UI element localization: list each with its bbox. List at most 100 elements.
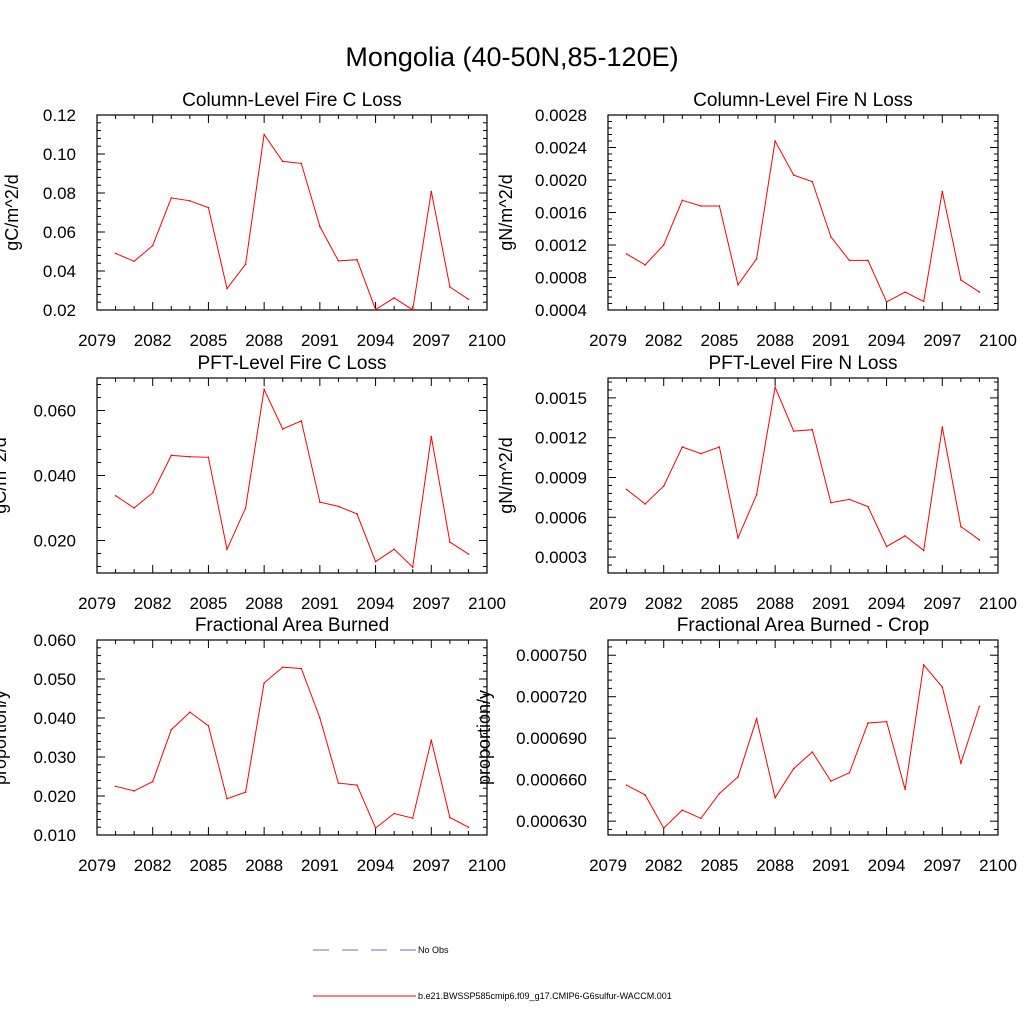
data-point — [189, 200, 191, 202]
data-point — [923, 664, 925, 666]
data-point — [282, 161, 284, 163]
data-point — [393, 548, 395, 550]
y-tick-label: 0.000690 — [516, 729, 587, 748]
data-point — [375, 309, 377, 311]
data-point — [737, 537, 739, 539]
series-line — [116, 667, 469, 828]
data-point — [626, 784, 628, 786]
data-point — [356, 513, 358, 515]
legend: No Obs b.e21.BWSSP585cmip6.f09_g17.CMIP6… — [313, 945, 672, 1001]
data-point — [152, 492, 154, 494]
y-tick-label: 0.020 — [33, 787, 76, 806]
y-tick-label: 0.010 — [33, 826, 76, 845]
data-point — [449, 541, 451, 543]
data-point — [133, 790, 135, 792]
data-point — [263, 389, 265, 391]
x-tick-label: 2094 — [357, 331, 395, 350]
data-point — [319, 226, 321, 228]
x-tick-label: 2097 — [923, 594, 961, 613]
series-line — [116, 135, 469, 310]
data-point — [979, 291, 981, 293]
data-point — [263, 682, 265, 684]
x-tick-label: 2079 — [78, 594, 116, 613]
data-point — [393, 813, 395, 815]
x-tick-label: 2082 — [134, 594, 172, 613]
y-axis-label: proportion/y — [474, 690, 494, 785]
x-tick-label: 2079 — [78, 856, 116, 875]
data-point — [941, 426, 943, 428]
data-point — [719, 446, 721, 448]
data-point — [681, 809, 683, 811]
y-tick-label: 0.000660 — [516, 771, 587, 790]
y-tick-label: 0.020 — [33, 532, 76, 551]
data-point — [793, 430, 795, 432]
data-point — [904, 535, 906, 537]
data-point — [867, 260, 869, 262]
y-tick-label: 0.060 — [33, 402, 76, 421]
data-point — [356, 259, 358, 261]
x-tick-label: 2091 — [812, 594, 850, 613]
panel-title: Fractional Area Burned — [195, 615, 389, 636]
y-tick-label: 0.0028 — [535, 106, 587, 125]
x-tick-label: 2085 — [190, 594, 228, 613]
data-point — [412, 817, 414, 819]
data-point — [263, 134, 265, 136]
x-tick-label: 2097 — [923, 856, 961, 875]
y-axis-label: gN/m^2/d — [496, 437, 516, 513]
x-tick-label: 2091 — [812, 856, 850, 875]
y-tick-label: 0.040 — [33, 467, 76, 486]
data-point — [849, 499, 851, 501]
data-point — [133, 260, 135, 262]
y-tick-label: 0.0003 — [535, 548, 587, 567]
x-tick-label: 2082 — [645, 594, 683, 613]
y-tick-label: 0.10 — [43, 145, 76, 164]
x-tick-label: 2091 — [301, 331, 339, 350]
panel-title: Column-Level Fire N Loss — [693, 90, 913, 111]
plot-frame — [97, 378, 487, 573]
chart-panel: PFT-Level Fire N Loss 2079 2082 2085 2088 209… — [496, 353, 1017, 613]
figure-title: Mongolia (40-50N,85-120E) — [345, 42, 678, 72]
data-point — [756, 718, 758, 720]
data-point — [644, 264, 646, 266]
data-point — [644, 503, 646, 505]
data-point — [719, 793, 721, 795]
data-point — [979, 539, 981, 541]
data-point — [319, 717, 321, 719]
y-tick-label: 0.12 — [43, 106, 76, 125]
data-point — [189, 711, 191, 713]
x-tick-label: 2094 — [357, 594, 395, 613]
data-point — [226, 548, 228, 550]
x-tick-label: 2088 — [756, 594, 794, 613]
x-tick-label: 2091 — [301, 856, 339, 875]
y-tick-label: 0.060 — [33, 631, 76, 650]
data-point — [849, 260, 851, 262]
x-tick-label: 2082 — [645, 331, 683, 350]
data-point — [979, 706, 981, 708]
y-tick-label: 0.0008 — [535, 269, 587, 288]
y-tick-label: 0.0009 — [535, 468, 587, 487]
data-point — [830, 502, 832, 504]
x-tick-label: 2094 — [868, 594, 906, 613]
data-point — [412, 566, 414, 568]
data-point — [737, 284, 739, 286]
x-tick-label: 2085 — [701, 856, 739, 875]
x-tick-label: 2100 — [979, 331, 1017, 350]
data-point — [960, 762, 962, 764]
chart-panel: Column-Level Fire C Loss 2079 2082 2085 2088… — [2, 90, 506, 350]
x-tick-label: 2097 — [923, 331, 961, 350]
data-point — [941, 191, 943, 193]
data-point — [700, 205, 702, 207]
data-point — [700, 818, 702, 820]
data-point — [941, 686, 943, 688]
y-tick-label: 0.0024 — [535, 139, 587, 158]
panel-title: Fractional Area Burned - Crop — [677, 615, 929, 636]
y-tick-label: 0.000750 — [516, 646, 587, 665]
data-point — [923, 301, 925, 303]
y-tick-label: 0.0012 — [535, 236, 587, 255]
data-point — [189, 456, 191, 458]
data-point — [626, 489, 628, 491]
data-point — [756, 494, 758, 496]
data-point — [245, 507, 247, 509]
data-point — [375, 561, 377, 563]
